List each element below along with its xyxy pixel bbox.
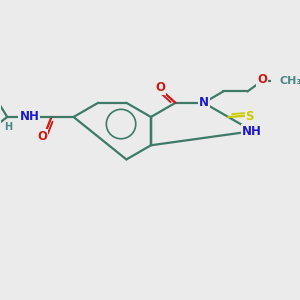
Text: O: O <box>38 130 48 143</box>
Text: O: O <box>257 73 267 86</box>
Text: H: H <box>4 122 13 132</box>
Text: CH₃: CH₃ <box>280 76 300 86</box>
Text: S: S <box>245 110 254 123</box>
Text: O: O <box>155 81 165 94</box>
Text: N: N <box>199 96 209 109</box>
Text: NH: NH <box>20 110 39 124</box>
Text: NH: NH <box>242 124 261 138</box>
